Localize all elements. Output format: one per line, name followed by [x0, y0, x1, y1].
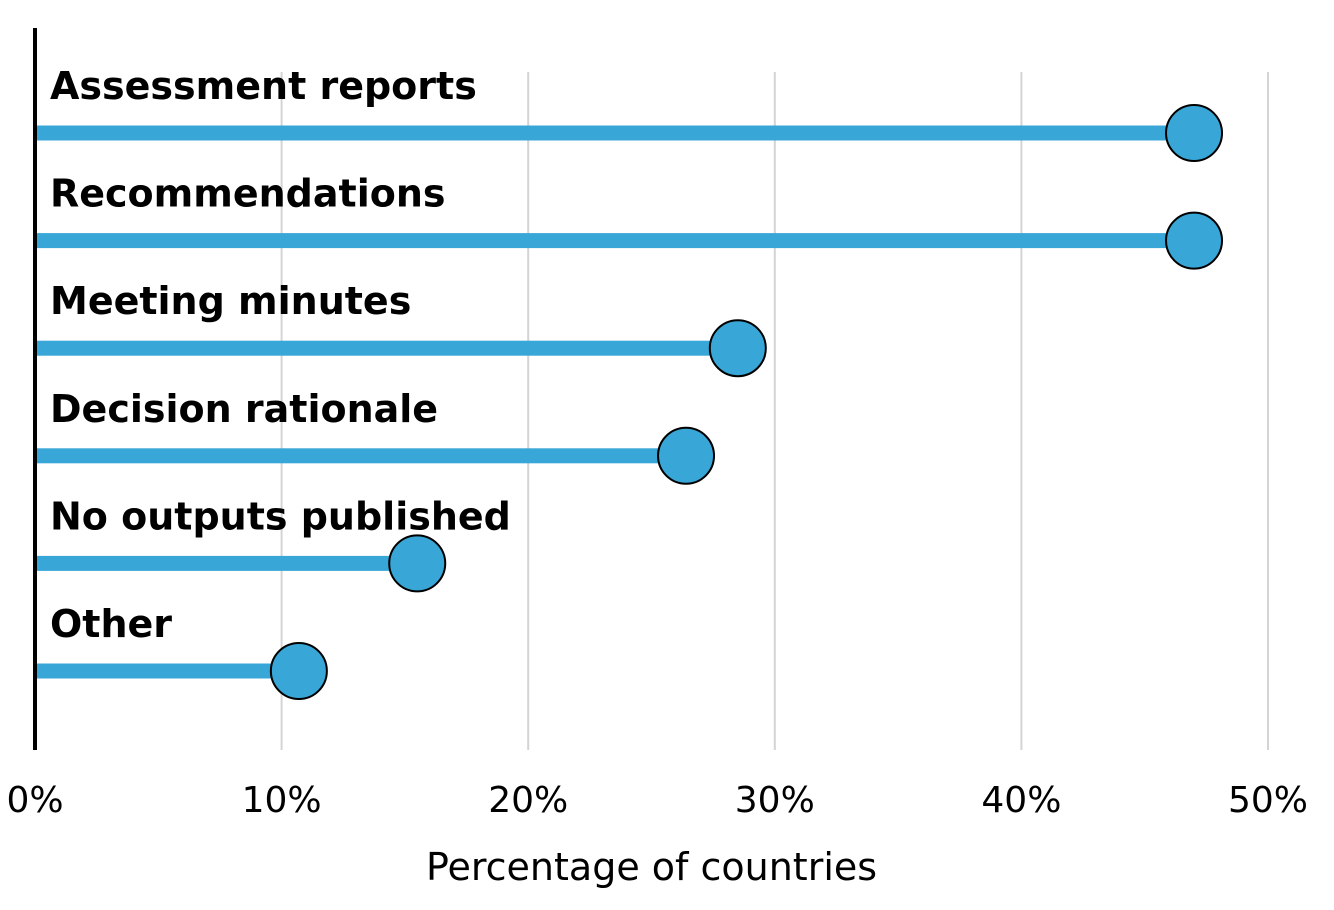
- dot-4: [388, 534, 447, 593]
- dot-1: [1165, 211, 1224, 270]
- stems: [35, 125, 1195, 679]
- dot-3: [657, 426, 716, 485]
- dot-0: [1165, 104, 1224, 162]
- stem-3: [35, 448, 687, 464]
- x-tick-label-50: 50%: [1228, 780, 1308, 821]
- category-labels: Assessment reports Recommendations Meeting…: [50, 64, 511, 646]
- stem-1: [35, 233, 1195, 249]
- dot-5: [269, 642, 328, 700]
- x-tick-label-10: 10%: [242, 780, 322, 821]
- stem-4: [35, 555, 418, 571]
- x-tick-label-0: 0%: [6, 780, 63, 821]
- stem-2: [35, 340, 738, 356]
- x-tick-label-20: 20%: [488, 780, 568, 821]
- stem-5: [35, 663, 299, 679]
- stem-0: [35, 125, 1195, 141]
- x-tick-label-30: 30%: [735, 780, 815, 821]
- category-label-0: Assessment reports: [50, 64, 477, 108]
- category-label-1: Recommendations: [50, 172, 446, 216]
- dot-2: [708, 319, 767, 378]
- category-label-5: Other: [50, 602, 172, 646]
- dots: [269, 104, 1224, 700]
- x-tick-label-40: 40%: [981, 780, 1061, 821]
- category-label-2: Meeting minutes: [50, 279, 411, 323]
- x-tick-labels: 0% 10% 20% 30% 40% 50%: [6, 780, 1308, 821]
- category-label-3: Decision rationale: [50, 387, 438, 431]
- gridlines: [280, 72, 1269, 750]
- category-label-4: No outputs published: [50, 494, 511, 538]
- x-axis-title: Percentage of countries: [426, 845, 877, 889]
